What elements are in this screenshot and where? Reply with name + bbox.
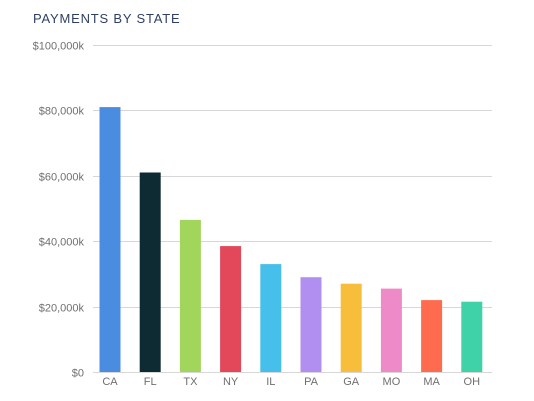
x-tick-label-pa: PA: [304, 376, 319, 388]
bar-ga: [340, 283, 362, 372]
y-tick-label: $80,000k: [39, 106, 85, 118]
y-tick-label: $20,000k: [39, 303, 85, 315]
bar-pa: [300, 277, 322, 372]
bar-ny: [220, 246, 242, 372]
x-tick-label-tx: TX: [183, 376, 198, 388]
bar-ca: [99, 107, 121, 372]
y-tick-label: $0: [72, 368, 84, 380]
bars: [99, 107, 483, 372]
bar-oh: [461, 301, 483, 372]
y-tick-label: $100,000k: [33, 41, 85, 53]
x-tick-label-fl: FL: [144, 376, 157, 388]
x-tick-label-il: IL: [266, 376, 275, 388]
bar-tx: [179, 219, 201, 372]
chart-title: PAYMENTS BY STATE: [33, 11, 181, 26]
bar-il: [260, 264, 282, 372]
y-tick-label: $40,000k: [39, 237, 85, 249]
x-axis-tick-labels: CA FL TX NY IL PA GA MO MA OH: [102, 376, 480, 388]
y-axis-tick-labels: $0 $20,000k $40,000k $60,000k $80,000k $100,0…: [33, 41, 85, 380]
x-tick-label-ny: NY: [223, 376, 239, 388]
y-tick-label: $60,000k: [39, 172, 85, 184]
x-tick-label-oh: OH: [464, 376, 481, 388]
gridlines: [93, 45, 492, 373]
bar-fl: [139, 172, 161, 372]
bar-ma: [421, 300, 443, 372]
x-tick-label-ga: GA: [343, 376, 360, 388]
bar-mo: [380, 288, 402, 372]
x-tick-label-ma: MA: [423, 376, 440, 388]
x-tick-label-ca: CA: [102, 376, 118, 388]
x-tick-label-mo: MO: [383, 376, 401, 388]
